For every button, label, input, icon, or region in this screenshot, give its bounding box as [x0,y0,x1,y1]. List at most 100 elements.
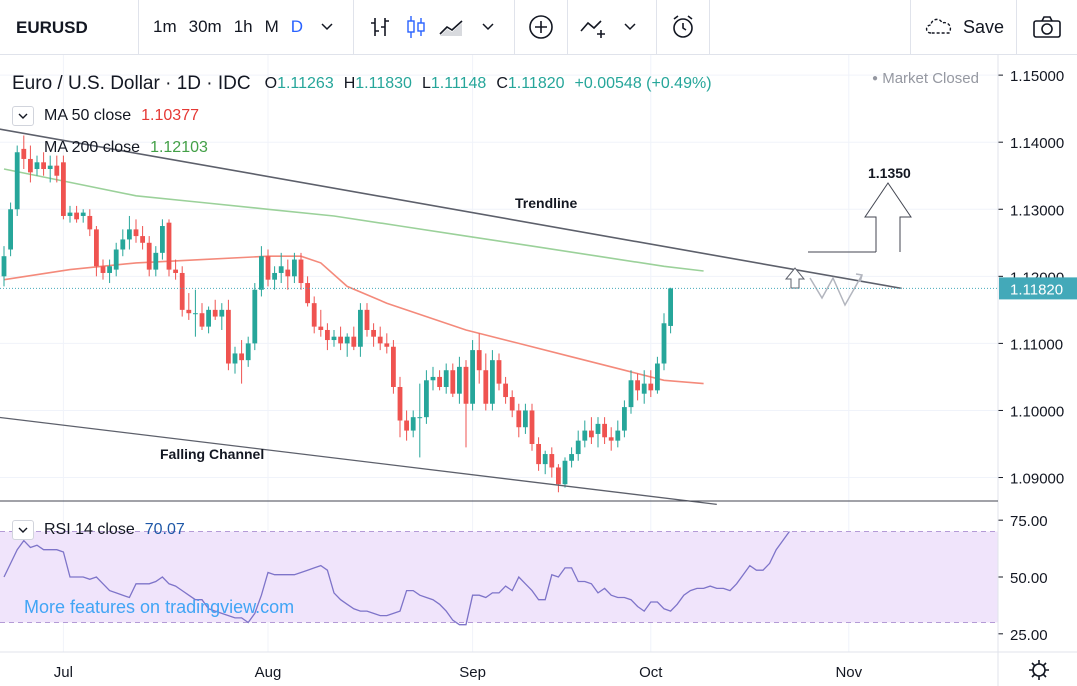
compare-group [568,0,658,55]
candle-up [344,333,350,357]
candle-up [34,155,40,176]
candles-chart-icon[interactable] [401,12,431,42]
candle-down [318,309,324,337]
interval-month-button[interactable]: M [264,17,279,36]
projection-arrowhead [855,273,863,283]
alarm-clock-icon[interactable] [668,12,698,42]
candle-down [608,427,614,451]
candle-body [153,252,159,270]
candle-body [179,272,185,310]
bars-chart-icon[interactable] [365,12,395,42]
candle-up [622,400,627,438]
candle-body [371,329,376,337]
candle-down [140,226,145,250]
candle-body [199,313,205,327]
candle-down [173,259,178,280]
ma50-value: 1.10377 [141,107,199,124]
area-chart-icon[interactable] [437,12,467,42]
save-label: Save [962,16,1004,37]
compare-icon[interactable] [579,12,609,42]
symbol-search-button[interactable]: EURUSD [0,0,139,55]
target-arrow-icon[interactable] [864,182,912,252]
candle-body [648,383,654,391]
candle-body [292,259,297,277]
ohlc-high-label: H [343,75,356,92]
candle-body [245,343,251,361]
settings-gear-icon[interactable] [1029,660,1049,680]
last-price-tag [999,277,1077,300]
rsi-legend: RSI 14 close 70.07 [12,520,185,540]
ohlc-open-label: O [264,75,278,92]
ma200-line [3,168,704,272]
chevron-down-icon[interactable] [615,12,645,42]
add-indicator-icon[interactable] [526,12,556,42]
candle-body [602,423,607,438]
candle-body [173,269,178,273]
candle-down [265,249,271,287]
candle-up [259,246,264,297]
price-tick-label: 1.15000 [1010,68,1064,85]
tradingview-watermark[interactable]: More features on tradingview.com [24,597,295,617]
last-price-label: 1.11820 [1010,281,1063,298]
candle-up [252,283,258,351]
candle-down [503,376,508,404]
falling-channel-label: Falling Channel [160,446,264,462]
candle-up [575,430,581,461]
candle-down [311,296,317,334]
camera-icon[interactable] [1017,0,1077,55]
legend-collapse-button[interactable] [12,106,34,126]
ma50-label[interactable]: MA 50 close [44,107,132,124]
small-up-arrow-icon [784,267,806,289]
candle-down [54,155,60,183]
candle-down [28,145,33,183]
candle-body [542,454,548,465]
candle-body [338,336,343,344]
candle-body [575,440,581,455]
candle-body [193,313,198,315]
candle-up [232,346,238,374]
candle-down [179,266,185,317]
candle-up [417,383,423,458]
candle-body [28,158,33,173]
candle-body [622,407,627,431]
candle-down [146,236,152,277]
candle-body [100,266,106,273]
candle-up [655,356,660,394]
top-toolbar: EURUSD 1m 30m 1h M D [0,0,1077,55]
candle-body [87,215,93,230]
save-button[interactable]: Save [911,0,1017,55]
candle-down [61,155,66,220]
candle-up [278,252,284,284]
rsi-band [0,531,998,623]
interval-1h-button[interactable]: 1h [233,17,253,36]
interval-1m-button[interactable]: 1m [153,17,177,36]
chevron-down-icon[interactable] [312,12,342,42]
chevron-down-icon [18,527,28,533]
candle-body [80,212,86,216]
candle-body [272,272,277,280]
candle-body [476,350,482,371]
chevron-down-icon[interactable] [473,12,503,42]
candle-down [239,340,244,384]
candle-down [199,303,205,330]
ma200-label[interactable]: MA 200 close [44,139,141,156]
time-axis: Jul Aug Sep Oct Nov [54,664,863,681]
candle-up [443,363,449,394]
candle-down [21,135,27,170]
candle-up [470,340,475,411]
chart-header: Euro / U.S. Dollar · 1D · IDC O 1.11263 … [12,73,712,95]
candle-body [8,209,13,250]
trendline[interactable] [0,128,902,290]
candle-down [325,323,330,351]
interval-30m-button[interactable]: 30m [188,17,222,36]
legend-collapse-button[interactable] [12,520,34,540]
candle-body [641,383,647,394]
rsi-label[interactable]: RSI 14 close [44,521,135,538]
falling-channel-line[interactable] [0,416,717,505]
candle-body [212,309,218,317]
candle-up [582,420,588,448]
rsi-value: 70.07 [144,521,185,538]
interval-day-button[interactable]: D [290,17,304,36]
price-tick-label: 1.09000 [1010,471,1064,488]
